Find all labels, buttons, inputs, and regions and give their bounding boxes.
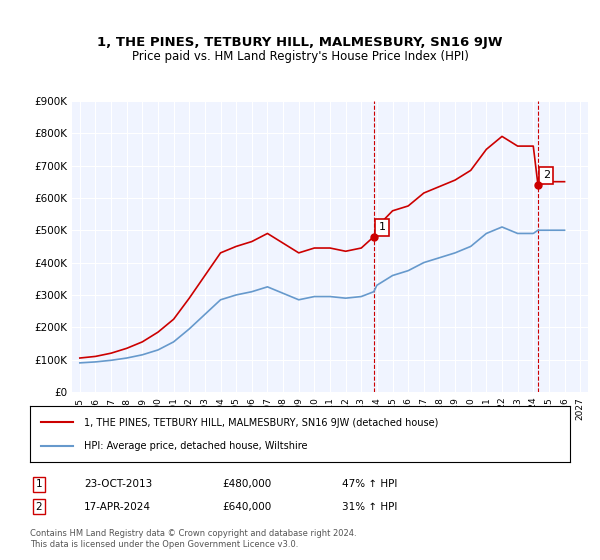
Text: 1: 1 — [35, 479, 43, 489]
Text: Contains HM Land Registry data © Crown copyright and database right 2024.: Contains HM Land Registry data © Crown c… — [30, 529, 356, 538]
Text: 2: 2 — [542, 170, 550, 180]
Text: £480,000: £480,000 — [222, 479, 271, 489]
Text: HPI: Average price, detached house, Wiltshire: HPI: Average price, detached house, Wilt… — [84, 441, 308, 451]
Text: 47% ↑ HPI: 47% ↑ HPI — [342, 479, 397, 489]
Text: £640,000: £640,000 — [222, 502, 271, 512]
Text: 1: 1 — [379, 222, 385, 232]
Text: 23-OCT-2013: 23-OCT-2013 — [84, 479, 152, 489]
Text: This data is licensed under the Open Government Licence v3.0.: This data is licensed under the Open Gov… — [30, 540, 298, 549]
Text: 1, THE PINES, TETBURY HILL, MALMESBURY, SN16 9JW: 1, THE PINES, TETBURY HILL, MALMESBURY, … — [97, 36, 503, 49]
Text: 1, THE PINES, TETBURY HILL, MALMESBURY, SN16 9JW (detached house): 1, THE PINES, TETBURY HILL, MALMESBURY, … — [84, 418, 439, 428]
Text: 31% ↑ HPI: 31% ↑ HPI — [342, 502, 397, 512]
Text: Price paid vs. HM Land Registry's House Price Index (HPI): Price paid vs. HM Land Registry's House … — [131, 50, 469, 63]
Text: 17-APR-2024: 17-APR-2024 — [84, 502, 151, 512]
Text: 2: 2 — [35, 502, 43, 512]
